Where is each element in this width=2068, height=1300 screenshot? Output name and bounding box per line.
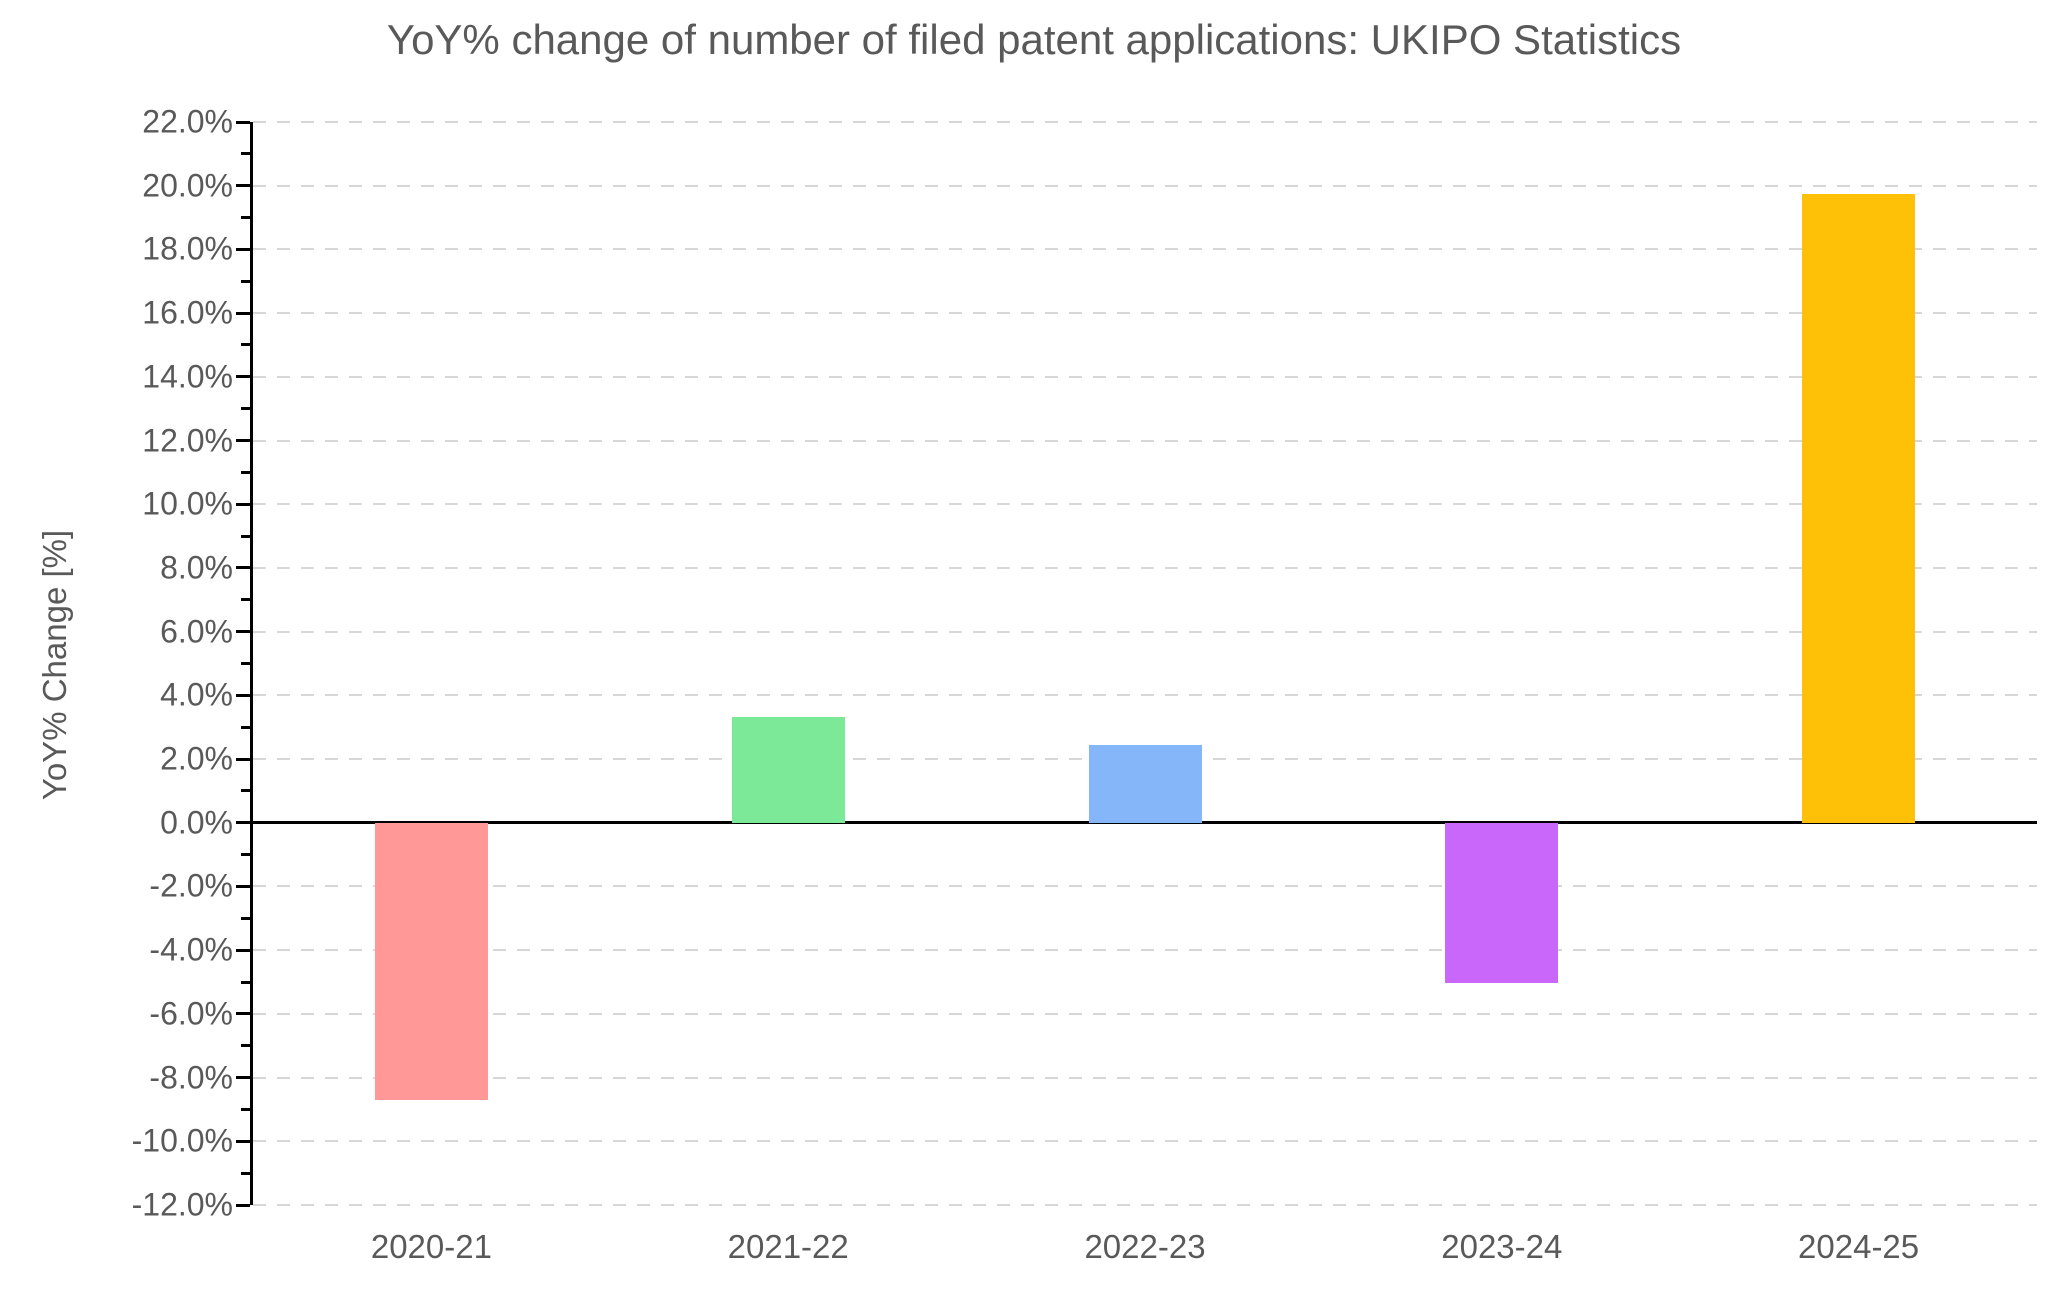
chart-title: YoY% change of number of filed patent ap… [386, 16, 1682, 63]
gridline [253, 885, 2037, 888]
y-major-tick [236, 948, 250, 952]
gridline [253, 503, 2037, 506]
gridline [253, 1204, 2037, 1206]
gridline [253, 694, 2037, 697]
x-tick-label: 2024-25 [1798, 1228, 1920, 1265]
bar-2023-24 [1445, 822, 1559, 983]
y-tick-label: -2.0% [149, 867, 233, 904]
y-tick-label: 12.0% [142, 422, 233, 459]
gridline [253, 949, 2037, 952]
y-minor-tick [241, 916, 250, 920]
gridline [253, 184, 2037, 187]
plot-area: 22.0% 20.0% 18.0% 16.0% 14.0% 12.0% 10.0% 8.0% 6… [132, 104, 2037, 1223]
y-tick-label: 22.0% [142, 103, 233, 140]
bar-2021-22 [731, 716, 845, 823]
x-tick-label: 2021-22 [727, 1228, 849, 1265]
y-axis-spine [250, 122, 253, 1205]
y-major-tick [236, 757, 250, 761]
y-major-tick [236, 375, 250, 379]
y-major-tick [236, 439, 250, 443]
x-tick-label: 2020-21 [370, 1228, 492, 1265]
gridline [253, 375, 2037, 378]
y-minor-tick [241, 1171, 250, 1175]
y-minor-tick [241, 216, 250, 220]
y-tick-label: -10.0% [131, 1122, 233, 1159]
y-major-tick [236, 821, 250, 825]
y-major-tick [236, 693, 250, 697]
bar-2020-21 [374, 822, 488, 1100]
y-tick-label: 2.0% [160, 740, 233, 777]
gridline [253, 1140, 2037, 1143]
y-major-tick [236, 566, 250, 570]
y-major-tick [236, 184, 250, 188]
y-minor-tick [241, 725, 250, 729]
y-minor-tick [241, 343, 250, 347]
y-major-tick [236, 247, 250, 251]
y-minor-tick [241, 470, 250, 474]
y-minor-tick [241, 789, 250, 793]
y-major-tick [236, 502, 250, 506]
y-tick-label: 20.0% [142, 167, 233, 204]
y-minor-tick [241, 980, 250, 984]
y-tick-label: 8.0% [160, 549, 233, 586]
y-major-tick [236, 1139, 250, 1143]
y-minor-tick [241, 407, 250, 411]
y-minor-tick [241, 152, 250, 156]
y-minor-tick [241, 534, 250, 538]
y-major-tick [236, 1012, 250, 1016]
y-tick-label: 10.0% [142, 485, 233, 522]
y-tick-label: -12.0% [131, 1186, 233, 1223]
y-minor-tick [241, 662, 250, 665]
x-tick-label: 2023-24 [1441, 1228, 1563, 1265]
y-major-tick [236, 311, 250, 315]
gridline [253, 1076, 2037, 1079]
y-minor-tick [241, 598, 250, 602]
gridline [253, 566, 2037, 569]
y-tick-label: -8.0% [149, 1059, 233, 1096]
gridline [253, 312, 2037, 315]
y-major-tick [236, 1203, 250, 1207]
gridline [253, 121, 2037, 123]
y-tick-label: -6.0% [149, 995, 233, 1032]
y-tick-label: 0.0% [160, 804, 233, 841]
gridline [253, 1012, 2037, 1015]
zero-axis-line [253, 821, 2037, 825]
y-tick-label: 16.0% [142, 294, 233, 331]
y-tick-label: -4.0% [149, 931, 233, 968]
y-minor-tick [241, 1107, 250, 1111]
y-tick-label: 4.0% [160, 676, 233, 713]
y-minor-tick [241, 279, 250, 283]
x-tick-label: 2022-23 [1084, 1228, 1206, 1265]
y-tick-label: 18.0% [142, 230, 233, 267]
y-major-tick [236, 1076, 250, 1080]
bar-2022-23 [1088, 744, 1202, 823]
y-tick-label: 6.0% [160, 613, 233, 650]
y-major-tick [236, 630, 250, 634]
gridline [253, 630, 2037, 633]
gridline [253, 439, 2037, 442]
y-minor-tick [241, 853, 250, 857]
y-major-tick [236, 884, 250, 888]
x-axis-labels: 2020-21 2021-22 2022-23 2023-24 2024-25 [253, 1228, 2037, 1288]
y-minor-tick [241, 1044, 250, 1048]
y-tick-label: 14.0% [142, 358, 233, 395]
bar-2024-25 [1802, 193, 1916, 823]
gridline [253, 248, 2037, 251]
y-major-tick [236, 120, 250, 124]
